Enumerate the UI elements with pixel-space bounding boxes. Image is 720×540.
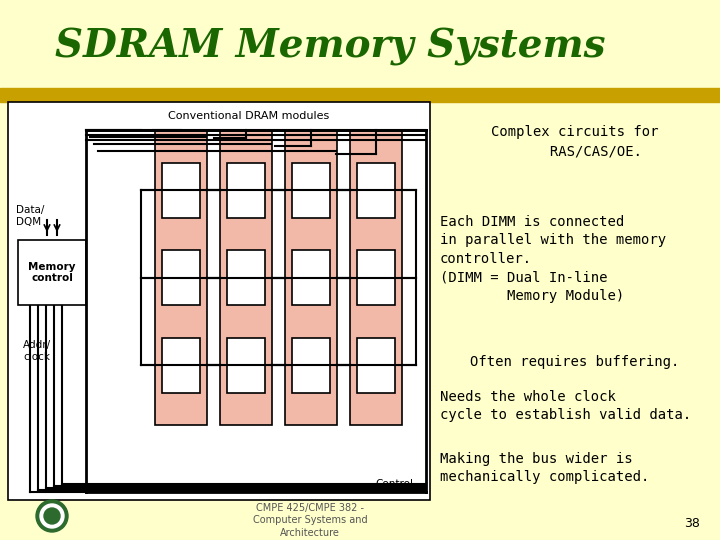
Bar (357, 338, 395, 393)
Bar (292, 163, 330, 218)
Text: Control: Control (375, 479, 413, 489)
Bar (227, 338, 265, 393)
Text: Conventional DRAM modules: Conventional DRAM modules (168, 111, 330, 121)
Bar (18, 240, 86, 305)
Bar (285, 130, 337, 425)
Text: Complex circuits for
     RAS/CAS/OE.: Complex circuits for RAS/CAS/OE. (491, 125, 659, 159)
Bar (8, 102, 430, 500)
Bar (155, 130, 207, 425)
Text: SDRAM Memory Systems: SDRAM Memory Systems (55, 28, 606, 66)
Bar (350, 130, 402, 425)
Bar (292, 338, 330, 393)
Circle shape (40, 504, 64, 528)
Text: Memory
control: Memory control (28, 262, 76, 284)
Text: Addr/
clock: Addr/ clock (23, 340, 51, 362)
Bar (162, 163, 200, 218)
Bar (220, 130, 272, 425)
Bar (0, 88, 720, 102)
Circle shape (36, 500, 68, 532)
Text: Making the bus wider is
mechanically complicated.: Making the bus wider is mechanically com… (440, 452, 649, 484)
Circle shape (44, 508, 60, 524)
Text: Data/
DQM: Data/ DQM (16, 205, 45, 227)
Text: Often requires buffering.: Often requires buffering. (470, 355, 680, 369)
Bar (227, 163, 265, 218)
Text: Each DIMM is connected
in parallel with the memory
controller.
(DIMM = Dual In-l: Each DIMM is connected in parallel with … (440, 215, 666, 302)
Bar (357, 163, 395, 218)
Text: Needs the whole clock
cycle to establish valid data.: Needs the whole clock cycle to establish… (440, 390, 691, 422)
Text: 38: 38 (684, 517, 700, 530)
Bar (162, 250, 200, 305)
Bar (162, 338, 200, 393)
Bar (357, 250, 395, 305)
Bar (292, 250, 330, 305)
Text: CMPE 425/CMPE 382 -
Computer Systems and
Architecture: CMPE 425/CMPE 382 - Computer Systems and… (253, 503, 367, 538)
Bar (227, 250, 265, 305)
